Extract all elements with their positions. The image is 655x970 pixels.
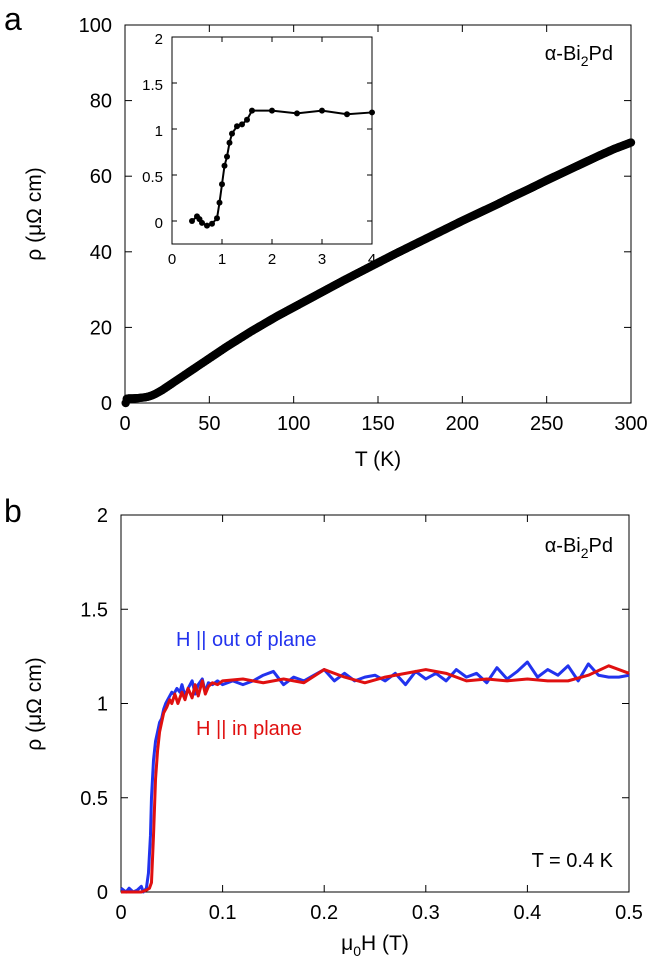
- inset-data-point: [209, 220, 215, 227]
- panel-b-x-tick-label: 0.1: [209, 902, 237, 924]
- panel-a-x-tick-label: 250: [530, 413, 563, 435]
- panel-b-data-lines: [120, 660, 630, 894]
- inset-x-ticks: 0 1 2 3 4: [168, 37, 376, 268]
- inset-data-point: [234, 123, 240, 130]
- panel-b-x-tick-label: 0.4: [513, 902, 541, 924]
- series-line-out-of-plane: [120, 660, 630, 894]
- panel-b-y-tick-label: 0: [97, 882, 108, 904]
- inset-data-point: [216, 199, 223, 206]
- inset-data-point: [219, 181, 225, 188]
- inset-data-point: [269, 107, 275, 114]
- panel-b-y-tick-label: 1.5: [80, 599, 108, 621]
- inset-data: [189, 107, 375, 229]
- inset-plot-frame: [171, 36, 373, 245]
- panel-a-y-tick-label: 80: [90, 91, 112, 113]
- inset-data-point: [199, 219, 205, 226]
- panel-a-x-axis-label: T (K): [355, 448, 401, 471]
- panel-b-letter: b: [4, 493, 22, 529]
- panel-a-inset: 0 1 2 3 4 0 0.5 1 1.5 2: [142, 31, 376, 268]
- panel-a-x-tick-label: 0: [119, 413, 130, 435]
- panel-b-y-tick-label: 2: [97, 505, 108, 527]
- panel-a-x-tick-label: 100: [277, 413, 310, 435]
- legend-in-plane: H || in plane: [196, 718, 302, 740]
- panel-b-x-tick-label: 0: [115, 902, 126, 924]
- panel-b-x-tick-label: 0.5: [615, 902, 643, 924]
- inset-data-point: [369, 109, 375, 116]
- panel-a-material-label: α-Bi2Pd: [545, 43, 613, 69]
- panel-a-x-tick-label: 200: [446, 413, 479, 435]
- inset-data-point: [214, 215, 220, 222]
- panel-a-data-points: [121, 138, 636, 408]
- panel-b-plot-frame: [120, 514, 630, 893]
- panel-b-x-tick-label: 0.3: [412, 902, 440, 924]
- panel-b-x-ticks: 0 0.1 0.2 0.3 0.4 0.5: [115, 515, 643, 924]
- panel-a-x-tick-label: 300: [614, 413, 647, 435]
- series-line-in-plane: [121, 664, 630, 894]
- inset-data-point: [249, 107, 255, 114]
- panel-a-x-ticks: 0 50 100 150 200 250 300: [119, 25, 648, 435]
- inset-data-point: [221, 162, 228, 169]
- inset-data-point: [294, 110, 300, 117]
- panel-a-y-tick-label: 40: [90, 242, 112, 264]
- inset-data-point: [239, 121, 245, 128]
- panel-b: b 0 0.1 0.2 0.3 0.4 0.5 0 0.5 1 1.5 2 μ0H (T) ρ (…: [4, 493, 643, 959]
- panel-b-x-axis-label: μ0H (T): [341, 932, 409, 959]
- inset-x-tick-label: 2: [268, 251, 276, 268]
- panel-a-x-tick-label: 150: [361, 413, 394, 435]
- panel-a-x-tick-label: 50: [198, 413, 220, 435]
- inset-data-point: [189, 218, 195, 224]
- panel-b-y-tick-label: 0.5: [80, 788, 108, 810]
- panel-b-y-ticks: 0 0.5 1 1.5 2: [80, 505, 629, 904]
- inset-data-point: [229, 130, 235, 137]
- inset-x-tick-label: 3: [318, 251, 326, 268]
- inset-data-point: [319, 107, 325, 114]
- panel-a-y-axis-label: ρ (μΩ cm): [23, 167, 46, 260]
- inset-data-point: [344, 111, 350, 118]
- legend-out-of-plane: H || out of plane: [176, 629, 316, 651]
- inset-y-tick-label: 0: [155, 215, 163, 232]
- panel-b-material-label: α-Bi2Pd: [545, 535, 613, 561]
- inset-x-tick-label: 1: [218, 251, 226, 268]
- panel-a-data-point: [626, 138, 636, 147]
- inset-data-point: [224, 153, 230, 160]
- panel-a-y-tick-label: 20: [90, 317, 112, 339]
- inset-data-point: [204, 222, 210, 229]
- inset-y-tick-label: 0.5: [142, 169, 163, 186]
- panel-a-y-tick-label: 0: [101, 393, 112, 415]
- panel-b-y-tick-label: 1: [97, 694, 108, 716]
- inset-x-tick-label: 4: [368, 251, 376, 268]
- temperature-label: T = 0.4 K: [532, 850, 614, 872]
- inset-data-point: [226, 139, 233, 146]
- inset-y-ticks: 0 0.5 1 1.5 2: [142, 31, 372, 232]
- inset-data-point: [244, 116, 250, 123]
- panel-b-x-tick-label: 0.2: [310, 902, 338, 924]
- panel-a-letter: a: [4, 1, 22, 37]
- inset-y-tick-label: 1.5: [142, 77, 163, 94]
- panel-a-y-tick-label: 100: [79, 15, 112, 37]
- panel-b-y-axis-label: ρ (μΩ cm): [23, 657, 46, 750]
- panel-a-y-tick-label: 60: [90, 166, 112, 188]
- inset-y-tick-label: 1: [155, 123, 163, 140]
- inset-y-tick-label: 2: [155, 31, 163, 48]
- inset-x-tick-label: 0: [168, 251, 176, 268]
